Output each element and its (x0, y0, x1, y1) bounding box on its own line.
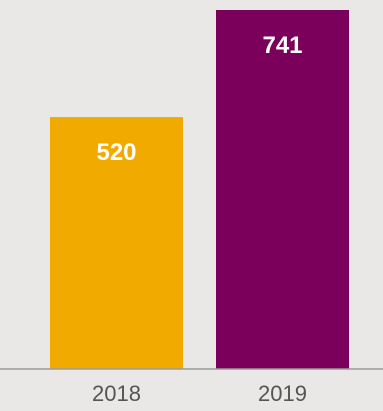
data-label-2019: 741 (262, 32, 302, 59)
bar-2019 (216, 10, 349, 369)
x-tick-label-2019: 2019 (258, 381, 307, 406)
data-label-2018: 520 (96, 139, 136, 166)
bar-2018 (50, 117, 183, 369)
x-tick-label-2018: 2018 (92, 381, 141, 406)
labels-layer: 520 741 (96, 32, 302, 166)
tick-labels-layer: 2018 2019 (92, 381, 307, 406)
bars-layer (50, 10, 349, 369)
